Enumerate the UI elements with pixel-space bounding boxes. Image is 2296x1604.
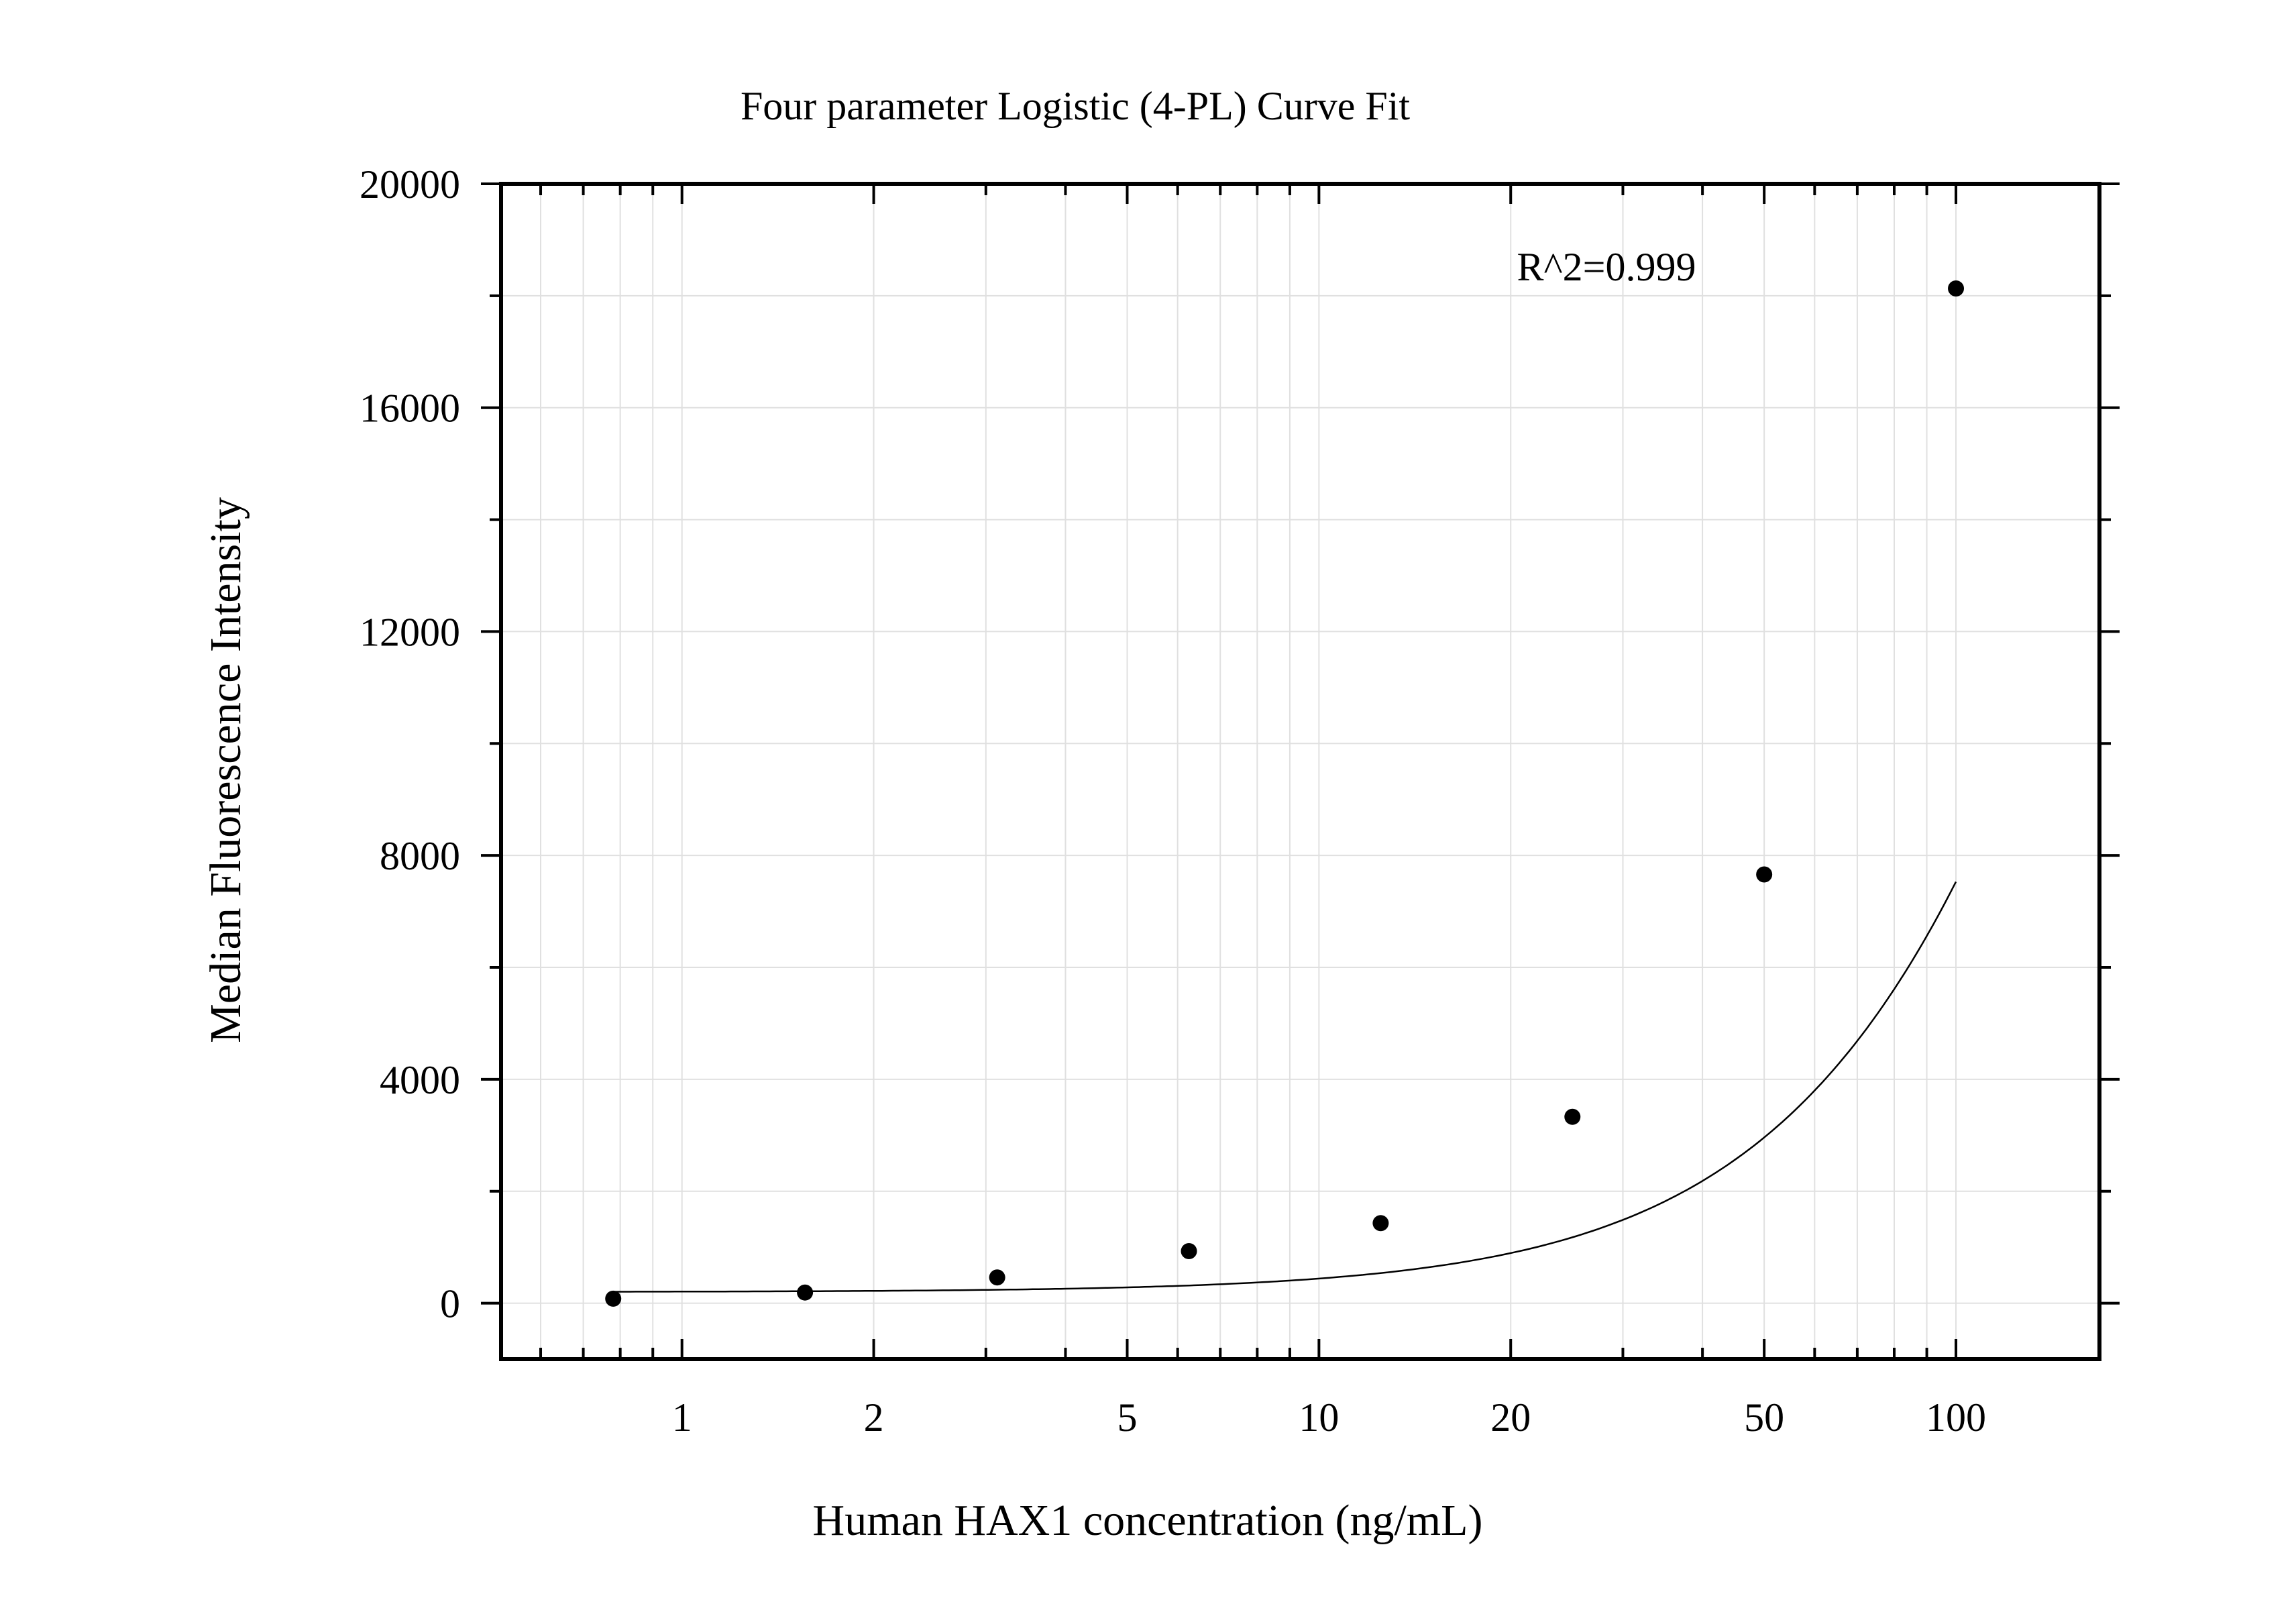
data-points: [605, 280, 1965, 1307]
x-tick-label: 20: [1490, 1395, 1531, 1440]
data-point: [1564, 1108, 1581, 1125]
x-tick-label: 1: [672, 1395, 692, 1440]
data-point: [989, 1269, 1005, 1286]
data-point: [605, 1290, 622, 1307]
y-tick-label: 0: [440, 1282, 460, 1326]
data-point: [1181, 1242, 1197, 1259]
x-axis-title: Human HAX1 concentration (ng/mL): [813, 1496, 1483, 1545]
plot-frame: [499, 182, 2101, 1361]
x-tick-label: 100: [1926, 1395, 1986, 1440]
axis-ticks: [481, 182, 2120, 1359]
x-tick-label: 50: [1744, 1395, 1784, 1440]
y-tick-label: 8000: [380, 834, 460, 878]
y-tick-label: 4000: [380, 1058, 460, 1102]
y-axis-title: Median Fluorescence Intensity: [201, 497, 250, 1043]
data-point: [797, 1284, 814, 1301]
x-tick-label: 5: [1117, 1395, 1137, 1440]
x-tick-label: 2: [864, 1395, 884, 1440]
y-tick-label: 16000: [360, 386, 460, 431]
fit-curve-layer: [613, 881, 1957, 1293]
data-point: [1372, 1215, 1389, 1232]
y-tick-label: 12000: [360, 610, 460, 654]
tick-labels: 1 2 5 10 20 50 100 0 4000 8000 12000 16000 20000: [360, 162, 1986, 1440]
y-tick-label: 20000: [360, 162, 460, 207]
fit-curve: [613, 881, 1957, 1293]
data-point: [1948, 280, 1965, 297]
x-tick-label: 10: [1299, 1395, 1339, 1440]
data-point: [1756, 866, 1773, 883]
r-squared-annotation: R^2=0.999: [1517, 245, 1696, 289]
grid: [501, 183, 2099, 1359]
chart-title: Four parameter Logistic (4-PL) Curve Fit: [741, 84, 1410, 128]
